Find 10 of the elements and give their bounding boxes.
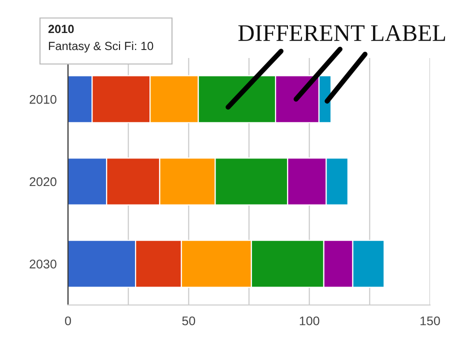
text: 2010 [48,24,74,34]
y-tick-label: 2020 [30,177,56,186]
y-tick-label: 2010 [30,94,56,104]
y-tick-label: 2030 [30,260,56,268]
annotation: DIFFERENT LABEL [238,25,446,41]
x-tick-label: 0 [65,316,71,326]
x-tick-label: 50 [182,316,196,326]
text: Fantasy & Sci Fi: 10 [48,42,154,53]
x-tick-label: 150 [420,316,440,326]
x-tick-label: 100 [300,316,320,326]
